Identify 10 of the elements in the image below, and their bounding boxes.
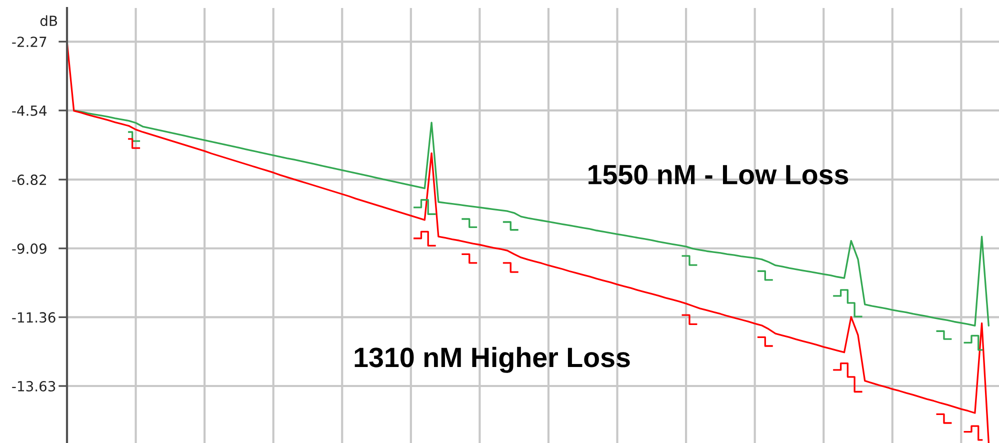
line-series	[73, 110, 990, 327]
y-axis-title: dB	[40, 15, 58, 26]
series-label: 1550 nM - Low Loss	[588, 164, 848, 184]
y-tick-label: -6.82	[12, 174, 46, 186]
y-tick-label: -4.54	[12, 106, 47, 116]
y-tick-label: -11.36	[12, 312, 56, 323]
y-tick-label: -9.09	[12, 243, 46, 254]
y-tick-label: -13.63	[12, 380, 56, 392]
text: 1310 nM Higher Loss	[354, 346, 630, 373]
y-tick-label: -2.27	[12, 36, 46, 47]
